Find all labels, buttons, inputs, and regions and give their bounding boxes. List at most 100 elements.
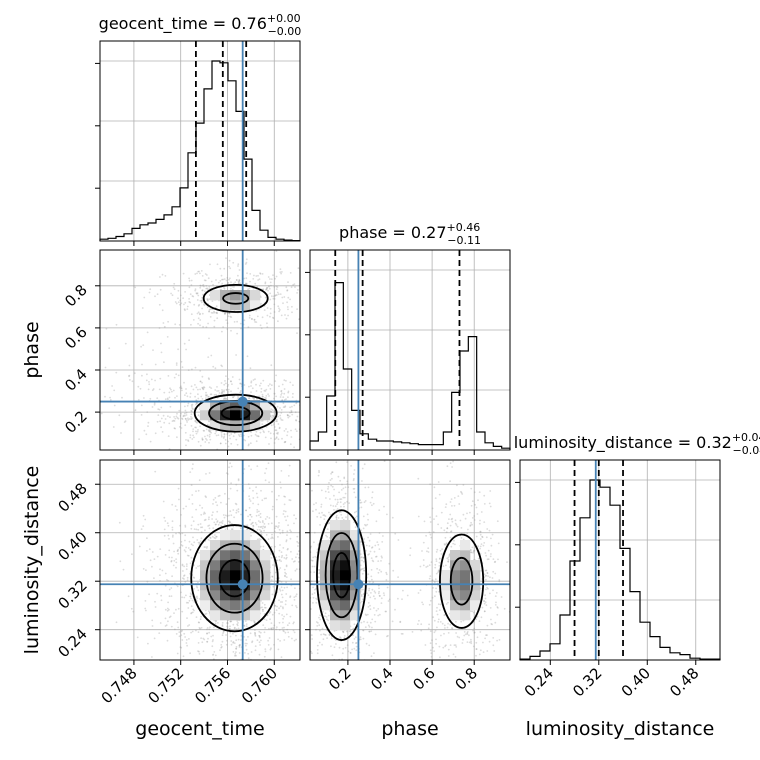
sample-point xyxy=(238,644,241,647)
sample-point xyxy=(209,537,212,539)
sample-point xyxy=(278,629,281,631)
sample-point xyxy=(130,607,133,610)
sample-point xyxy=(284,574,286,577)
sample-point xyxy=(230,514,233,517)
sample-point xyxy=(205,391,207,394)
sample-point xyxy=(311,652,313,655)
sample-point xyxy=(315,327,317,329)
sample-point xyxy=(289,537,292,540)
sample-point xyxy=(295,593,298,596)
sample-point xyxy=(227,384,230,386)
sample-point xyxy=(444,544,446,546)
sample-point xyxy=(223,390,225,393)
sample-point xyxy=(231,383,233,385)
sample-point xyxy=(445,503,448,506)
sample-point xyxy=(143,397,145,399)
sample-point xyxy=(296,292,298,294)
sample-point xyxy=(201,312,204,315)
sample-point xyxy=(365,549,367,552)
sample-point xyxy=(222,278,225,281)
histogram-phase xyxy=(309,282,511,450)
sample-point xyxy=(291,405,293,408)
sample-point xyxy=(447,560,450,563)
sample-point xyxy=(260,489,262,492)
sample-point xyxy=(274,277,276,280)
density-cell xyxy=(250,610,261,621)
sample-point xyxy=(185,642,188,644)
sample-point xyxy=(239,282,242,285)
sample-point xyxy=(287,631,290,634)
sample-point xyxy=(268,481,270,484)
x-tick-label-geocent_time: 0.752 xyxy=(144,664,187,707)
sample-point xyxy=(289,499,292,502)
sample-point xyxy=(304,591,306,593)
sample-point xyxy=(154,379,157,382)
sample-point xyxy=(244,263,247,265)
sample-point xyxy=(172,419,175,422)
sample-point xyxy=(431,639,433,642)
sample-point xyxy=(295,430,298,432)
sample-point xyxy=(283,495,285,498)
sample-point xyxy=(263,389,266,392)
sample-point xyxy=(302,390,304,392)
sample-point xyxy=(516,592,518,594)
sample-point xyxy=(328,634,331,636)
sample-point xyxy=(307,592,309,594)
sample-point xyxy=(190,284,193,286)
sample-point xyxy=(421,550,423,552)
sample-point xyxy=(430,655,433,658)
sample-point xyxy=(186,579,189,582)
sample-point xyxy=(257,520,260,522)
sample-point xyxy=(275,374,277,377)
sample-point xyxy=(197,304,200,307)
sample-point xyxy=(270,579,273,581)
sample-point xyxy=(257,525,260,528)
sample-point xyxy=(363,700,365,702)
sample-point xyxy=(361,572,364,575)
sample-point xyxy=(172,534,174,537)
sample-point xyxy=(220,524,223,527)
sample-point xyxy=(380,560,382,562)
sample-point xyxy=(219,280,222,282)
sample-point xyxy=(313,524,315,526)
sample-point xyxy=(258,634,260,637)
sample-point xyxy=(193,609,195,612)
sample-point xyxy=(346,483,349,485)
sample-point xyxy=(359,501,362,504)
sample-point xyxy=(193,303,196,306)
panel-title-luminosity_distance: luminosity_distance = 0.32+0.04−0.04 xyxy=(514,431,760,457)
sample-point xyxy=(225,398,227,401)
sample-point xyxy=(328,430,330,432)
sample-point xyxy=(286,515,289,518)
sample-point xyxy=(475,641,478,644)
sample-point xyxy=(192,451,194,453)
sample-point xyxy=(399,620,402,623)
sample-point xyxy=(480,511,483,513)
sample-point xyxy=(237,455,239,457)
sample-point xyxy=(184,301,187,304)
sample-point xyxy=(263,606,266,609)
sample-point xyxy=(149,559,152,562)
sample-point xyxy=(307,632,309,634)
density-cell xyxy=(220,300,231,311)
sample-point xyxy=(236,620,239,622)
sample-point xyxy=(356,660,358,662)
sample-point xyxy=(263,309,266,311)
density-cell xyxy=(220,410,231,421)
sample-point xyxy=(208,378,211,381)
sample-point xyxy=(475,535,478,538)
sample-point xyxy=(188,339,191,342)
sample-point xyxy=(343,505,345,508)
sample-point xyxy=(206,641,209,643)
sample-point xyxy=(197,311,200,314)
sample-point xyxy=(162,414,165,417)
sample-point xyxy=(216,521,219,523)
sample-point xyxy=(392,569,395,572)
sample-point xyxy=(431,579,434,582)
sample-point xyxy=(205,496,208,499)
sample-point xyxy=(151,389,154,392)
sample-point xyxy=(108,347,111,350)
sample-point xyxy=(197,397,200,400)
sample-point xyxy=(276,418,278,421)
sample-point xyxy=(286,289,289,292)
